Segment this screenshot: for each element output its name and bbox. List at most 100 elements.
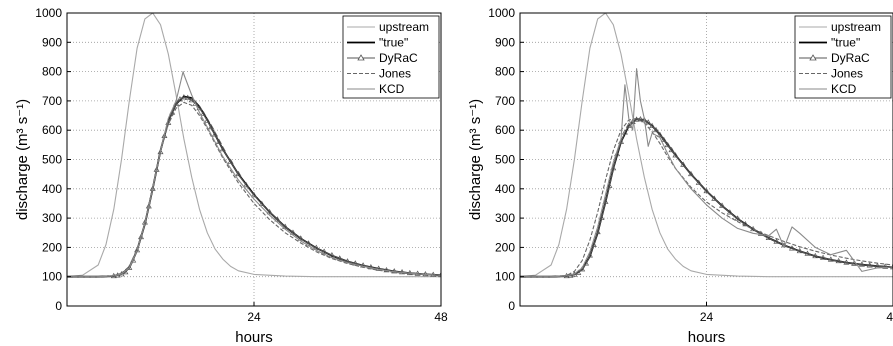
tick-label-y: 600 bbox=[42, 123, 62, 137]
data-point bbox=[711, 195, 718, 201]
legend-label-2: "true" bbox=[831, 36, 860, 50]
x-axis-label: hours bbox=[235, 329, 273, 346]
data-point bbox=[645, 119, 652, 125]
tick-label-y: 800 bbox=[495, 65, 515, 79]
data-point bbox=[134, 247, 141, 253]
data-point bbox=[367, 264, 374, 270]
chart-panel-2: 0 100 200 300 400 500 600 700 800 900 1000 24 48 hour… bbox=[467, 6, 893, 346]
tick-label-y: 0 bbox=[508, 299, 515, 313]
legend-label-1: upstream bbox=[831, 20, 881, 34]
tick-label-x: 48 bbox=[886, 310, 893, 324]
data-point bbox=[200, 110, 207, 117]
data-point bbox=[703, 187, 710, 194]
legend-label-2: "true" bbox=[379, 36, 408, 50]
data-point bbox=[820, 254, 827, 260]
data-point bbox=[858, 261, 865, 267]
tick-label-y: 1000 bbox=[488, 6, 515, 20]
y-axis-label: discharge (m³ s⁻¹) bbox=[14, 99, 31, 220]
data-point bbox=[882, 263, 889, 269]
legend-label-1: upstream bbox=[379, 20, 429, 34]
legend-label-4: Jones bbox=[831, 67, 863, 81]
data-point bbox=[621, 129, 628, 135]
chart-panel-1: 0 100 200 300 400 500 600 700 800 900 1000 24 48 hour… bbox=[14, 6, 448, 346]
data-point bbox=[184, 94, 191, 100]
data-point bbox=[250, 191, 258, 198]
tick-label-y: 900 bbox=[495, 35, 515, 49]
data-point bbox=[321, 248, 328, 254]
tick-label-y: 500 bbox=[42, 153, 62, 167]
tick-label-y: 700 bbox=[495, 94, 515, 108]
data-point bbox=[297, 235, 304, 241]
data-point bbox=[804, 250, 811, 256]
series-group bbox=[67, 13, 441, 279]
data-point bbox=[827, 256, 834, 262]
legend-box bbox=[794, 15, 892, 99]
data-point bbox=[835, 257, 842, 264]
data-point bbox=[227, 158, 234, 164]
data-point bbox=[328, 252, 335, 258]
data-point bbox=[219, 145, 226, 152]
data-point bbox=[208, 123, 215, 130]
data-point bbox=[656, 131, 663, 137]
data-point bbox=[258, 200, 265, 206]
series-line-1 bbox=[520, 13, 893, 278]
series-line-5 bbox=[67, 71, 441, 278]
legend-marker bbox=[357, 54, 365, 61]
data-point bbox=[812, 252, 819, 259]
data-point bbox=[383, 266, 390, 273]
data-point bbox=[687, 170, 694, 177]
tick-label-y: 100 bbox=[42, 270, 62, 284]
legend-label-5: KCD bbox=[831, 82, 857, 96]
data-point bbox=[680, 161, 687, 167]
series-line-5 bbox=[520, 68, 893, 278]
legend-box bbox=[342, 15, 440, 99]
tick-label-y: 300 bbox=[42, 211, 62, 225]
series-line-1 bbox=[67, 13, 441, 278]
tick-label-y: 300 bbox=[495, 211, 515, 225]
data-point bbox=[180, 94, 187, 100]
tick-label-y: 900 bbox=[42, 35, 62, 49]
data-point bbox=[734, 215, 741, 221]
data-point bbox=[204, 117, 211, 123]
data-point bbox=[695, 179, 702, 185]
tick-label-y: 1000 bbox=[35, 6, 62, 20]
data-point bbox=[243, 181, 250, 188]
data-point bbox=[212, 131, 219, 137]
series-group bbox=[520, 13, 893, 279]
x-axis-label: hours bbox=[688, 329, 726, 346]
tick-label-y: 700 bbox=[42, 94, 62, 108]
data-point bbox=[773, 238, 780, 244]
tick-label-y: 0 bbox=[55, 299, 62, 313]
data-point bbox=[750, 225, 757, 232]
legend-label-3: DyRaC bbox=[379, 51, 418, 65]
data-point bbox=[796, 247, 803, 254]
series-line-3 bbox=[566, 118, 893, 277]
tick-label-y: 600 bbox=[495, 123, 515, 137]
legend-label-5: KCD bbox=[379, 82, 405, 96]
y-axis-label: discharge (m³ s⁻¹) bbox=[467, 99, 484, 220]
data-point bbox=[215, 138, 222, 144]
tick-label-y: 200 bbox=[42, 240, 62, 254]
data-point bbox=[625, 122, 632, 128]
tick-label-y: 100 bbox=[495, 270, 515, 284]
data-point bbox=[188, 97, 195, 103]
data-point bbox=[274, 216, 281, 222]
data-point bbox=[652, 126, 659, 133]
data-point bbox=[843, 259, 850, 265]
data-point bbox=[157, 148, 164, 155]
data-point bbox=[266, 208, 273, 215]
data-point bbox=[672, 152, 679, 158]
tick-label-y: 800 bbox=[42, 65, 62, 79]
tick-label-y: 500 bbox=[495, 153, 515, 167]
data-point bbox=[192, 100, 199, 106]
data-point bbox=[313, 244, 320, 250]
tick-label-y: 200 bbox=[495, 240, 515, 254]
data-point bbox=[765, 234, 772, 240]
tick-label-x: 24 bbox=[247, 310, 261, 324]
tick-label-y: 400 bbox=[42, 182, 62, 196]
data-point bbox=[660, 136, 667, 142]
data-point bbox=[866, 262, 873, 268]
